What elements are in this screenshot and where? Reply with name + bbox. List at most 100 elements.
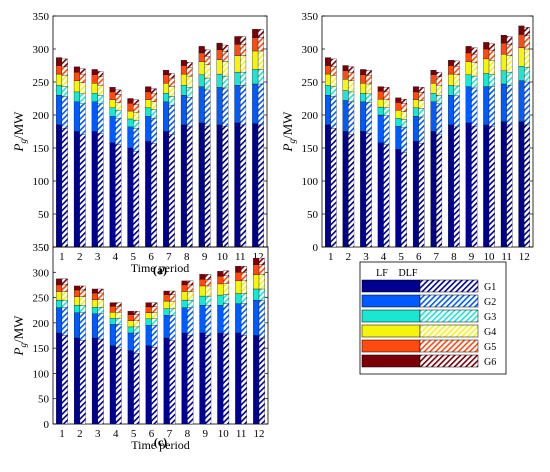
bar-lf-G6	[127, 98, 134, 104]
bar-lf-G5	[181, 284, 188, 292]
bar-dlf-G2	[383, 115, 390, 145]
bar-dlf-G3	[524, 67, 530, 83]
bar-dlf-G5	[169, 294, 176, 302]
bar-lf-G3	[518, 66, 525, 81]
x-tick-label: 7	[167, 428, 173, 440]
bar-dlf-G3	[471, 75, 478, 89]
bar-lf-G6	[163, 69, 170, 75]
bar-dlf-G1	[257, 124, 264, 248]
bar-lf-G4	[342, 79, 349, 91]
x-tick-label: 5	[398, 251, 404, 263]
bar-dlf-G4	[79, 296, 86, 306]
bar-lf-G4	[109, 99, 116, 108]
bar-lf-G3	[145, 318, 152, 326]
bar-dlf-G5	[240, 272, 248, 282]
bar-lf-G1	[234, 122, 241, 248]
bar-lf-G4	[127, 320, 134, 328]
bar-lf-G2	[217, 305, 224, 334]
bar-dlf-G5	[115, 306, 122, 313]
legend-label-G4: G4	[484, 327, 496, 338]
bar-lf-G2	[109, 116, 116, 143]
x-tick-label: 8	[451, 251, 457, 263]
bar-dlf-G4	[169, 300, 176, 309]
y-axis-label-unit: /MW	[11, 315, 26, 343]
chart-legend: LF DLF G1 G2 G3 G4 G5 G6	[359, 261, 507, 375]
bar-dlf-G5	[151, 306, 158, 313]
bar-lf-G4	[465, 61, 472, 75]
bar-lf-G4	[181, 291, 188, 301]
bar-lf-G3	[145, 107, 152, 117]
y-axis-label: Pg/MW	[280, 111, 297, 153]
bar-dlf-G5	[506, 44, 513, 56]
bar-lf-G4	[253, 274, 260, 290]
bar-dlf-G2	[348, 101, 355, 135]
bar-dlf-G1	[61, 335, 68, 425]
bar-dlf-G6	[115, 89, 122, 95]
bar-dlf-G6	[133, 311, 140, 315]
bar-lf-G4	[412, 99, 419, 108]
bar-lf-G3	[377, 106, 384, 116]
bar-dlf-G6	[115, 302, 122, 307]
bar-lf-G2	[252, 83, 259, 124]
bar-dlf-G6	[133, 99, 140, 105]
x-tick-label: 12	[253, 251, 264, 263]
bar-dlf-G6	[258, 257, 265, 265]
bar-dlf-G3	[97, 95, 104, 104]
x-tick-label: 1	[328, 251, 334, 263]
bar-lf-G6	[145, 86, 152, 93]
bar-lf-G4	[91, 83, 98, 94]
bar-lf-G3	[216, 73, 223, 88]
bar-dlf-G4	[151, 312, 158, 319]
bar-lf-G2	[216, 87, 223, 126]
bar-lf-G3	[91, 307, 98, 314]
legend-header-dlf: DLF	[399, 268, 418, 279]
bar-lf-G6	[163, 290, 170, 295]
y-tick-label: 0	[313, 242, 319, 254]
bar-dlf-G2	[133, 128, 140, 152]
bar-dlf-G1	[204, 126, 211, 248]
x-axis-label: Time period	[131, 438, 190, 452]
y-tick-label: 350	[33, 11, 50, 23]
bar-dlf-G5	[133, 104, 140, 113]
bar-lf-G3	[56, 299, 63, 308]
legend-swatch-lf-G6	[361, 354, 421, 368]
bar-dlf-G4	[205, 285, 212, 297]
bar-lf-G5	[109, 91, 116, 100]
x-tick-label: 10	[484, 251, 496, 263]
bar-lf-G3	[235, 293, 242, 304]
bar-dlf-G2	[400, 127, 407, 153]
bar-dlf-G5	[223, 275, 230, 284]
bar-dlf-G3	[222, 75, 229, 89]
bar-dlf-G6	[257, 29, 264, 38]
bar-dlf-G1	[187, 335, 194, 425]
bar-dlf-G1	[97, 133, 104, 248]
bar-dlf-G4	[187, 291, 194, 301]
bar-lf-G4	[109, 312, 116, 319]
legend-swatch-dlf-G4	[419, 324, 479, 338]
bar-dlf-G2	[115, 324, 122, 348]
y-tick-label: 50	[38, 209, 50, 221]
bar-lf-G6	[109, 302, 116, 307]
bar-lf-G5	[342, 70, 349, 80]
bar-dlf-G4	[133, 112, 140, 121]
bar-lf-G3	[395, 118, 402, 127]
bar-lf-G4	[217, 283, 224, 296]
bar-dlf-G1	[400, 152, 407, 248]
bar-lf-G5	[73, 71, 80, 81]
bar-lf-G4	[163, 300, 170, 309]
bar-lf-G3	[252, 69, 259, 85]
bar-lf-G6	[180, 60, 187, 66]
bar-dlf-G4	[115, 102, 122, 111]
bar-dlf-G6	[205, 274, 212, 280]
bar-lf-G3	[127, 326, 134, 334]
bar-lf-G5	[127, 102, 134, 112]
bar-dlf-G1	[115, 346, 122, 425]
x-tick-label: 1	[59, 251, 65, 263]
bar-dlf-G3	[506, 71, 513, 86]
bar-dlf-G4	[168, 86, 175, 97]
bar-dlf-G3	[488, 74, 495, 87]
bar-lf-G6	[217, 271, 224, 277]
bar-dlf-G4	[383, 99, 390, 108]
y-tick-label: 50	[307, 209, 319, 221]
